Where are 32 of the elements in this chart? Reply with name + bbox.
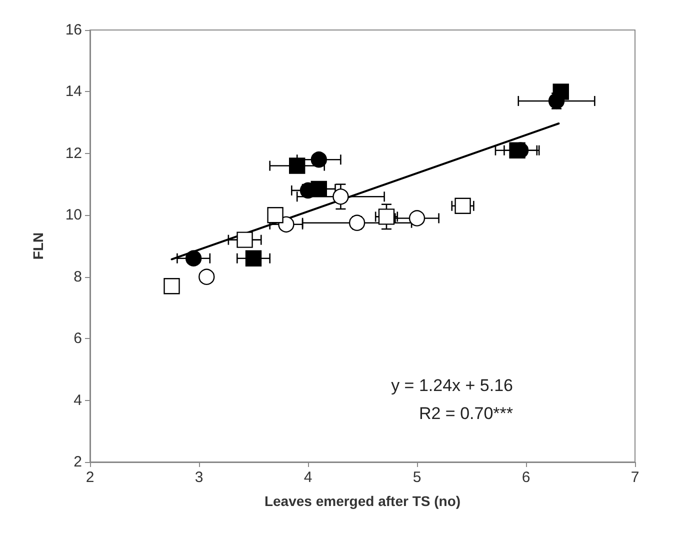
y-tick-label: 2: [74, 454, 82, 470]
annotation: R2 = 0.70***: [418, 404, 514, 423]
point: [236, 232, 253, 248]
y-tick-label: 8: [74, 268, 82, 286]
x-tick-label: 5: [412, 469, 422, 486]
point: [509, 142, 526, 158]
x-tick-label: 4: [304, 469, 312, 486]
point: [552, 84, 569, 100]
annotation: y = 1.24x + 5.16: [391, 376, 513, 395]
point: [454, 198, 471, 214]
y-tick-label: 14: [65, 83, 82, 100]
point: [408, 210, 426, 226]
x-axis-title: Leaves emerged after TS (no): [264, 493, 461, 509]
x-tick-label: 6: [522, 469, 530, 486]
point: [185, 250, 202, 266]
y-tick-label: 4: [74, 392, 82, 409]
point: [310, 180, 327, 198]
y-tick-label: 10: [65, 206, 82, 224]
point: [289, 158, 306, 174]
point: [245, 250, 262, 266]
x-tick-label: 3: [194, 469, 204, 486]
point: [267, 207, 284, 224]
x-tick-label: 7: [630, 469, 640, 486]
point: [164, 278, 180, 294]
y-axis-title: FLN: [30, 232, 46, 260]
y-tick-label: 12: [65, 144, 82, 162]
x-tick-label: 2: [86, 469, 94, 486]
point: [332, 188, 349, 205]
point: [378, 208, 395, 225]
y-tick-label: 16: [65, 22, 82, 38]
y-tick-label: 6: [74, 330, 82, 348]
point: [310, 152, 327, 168]
